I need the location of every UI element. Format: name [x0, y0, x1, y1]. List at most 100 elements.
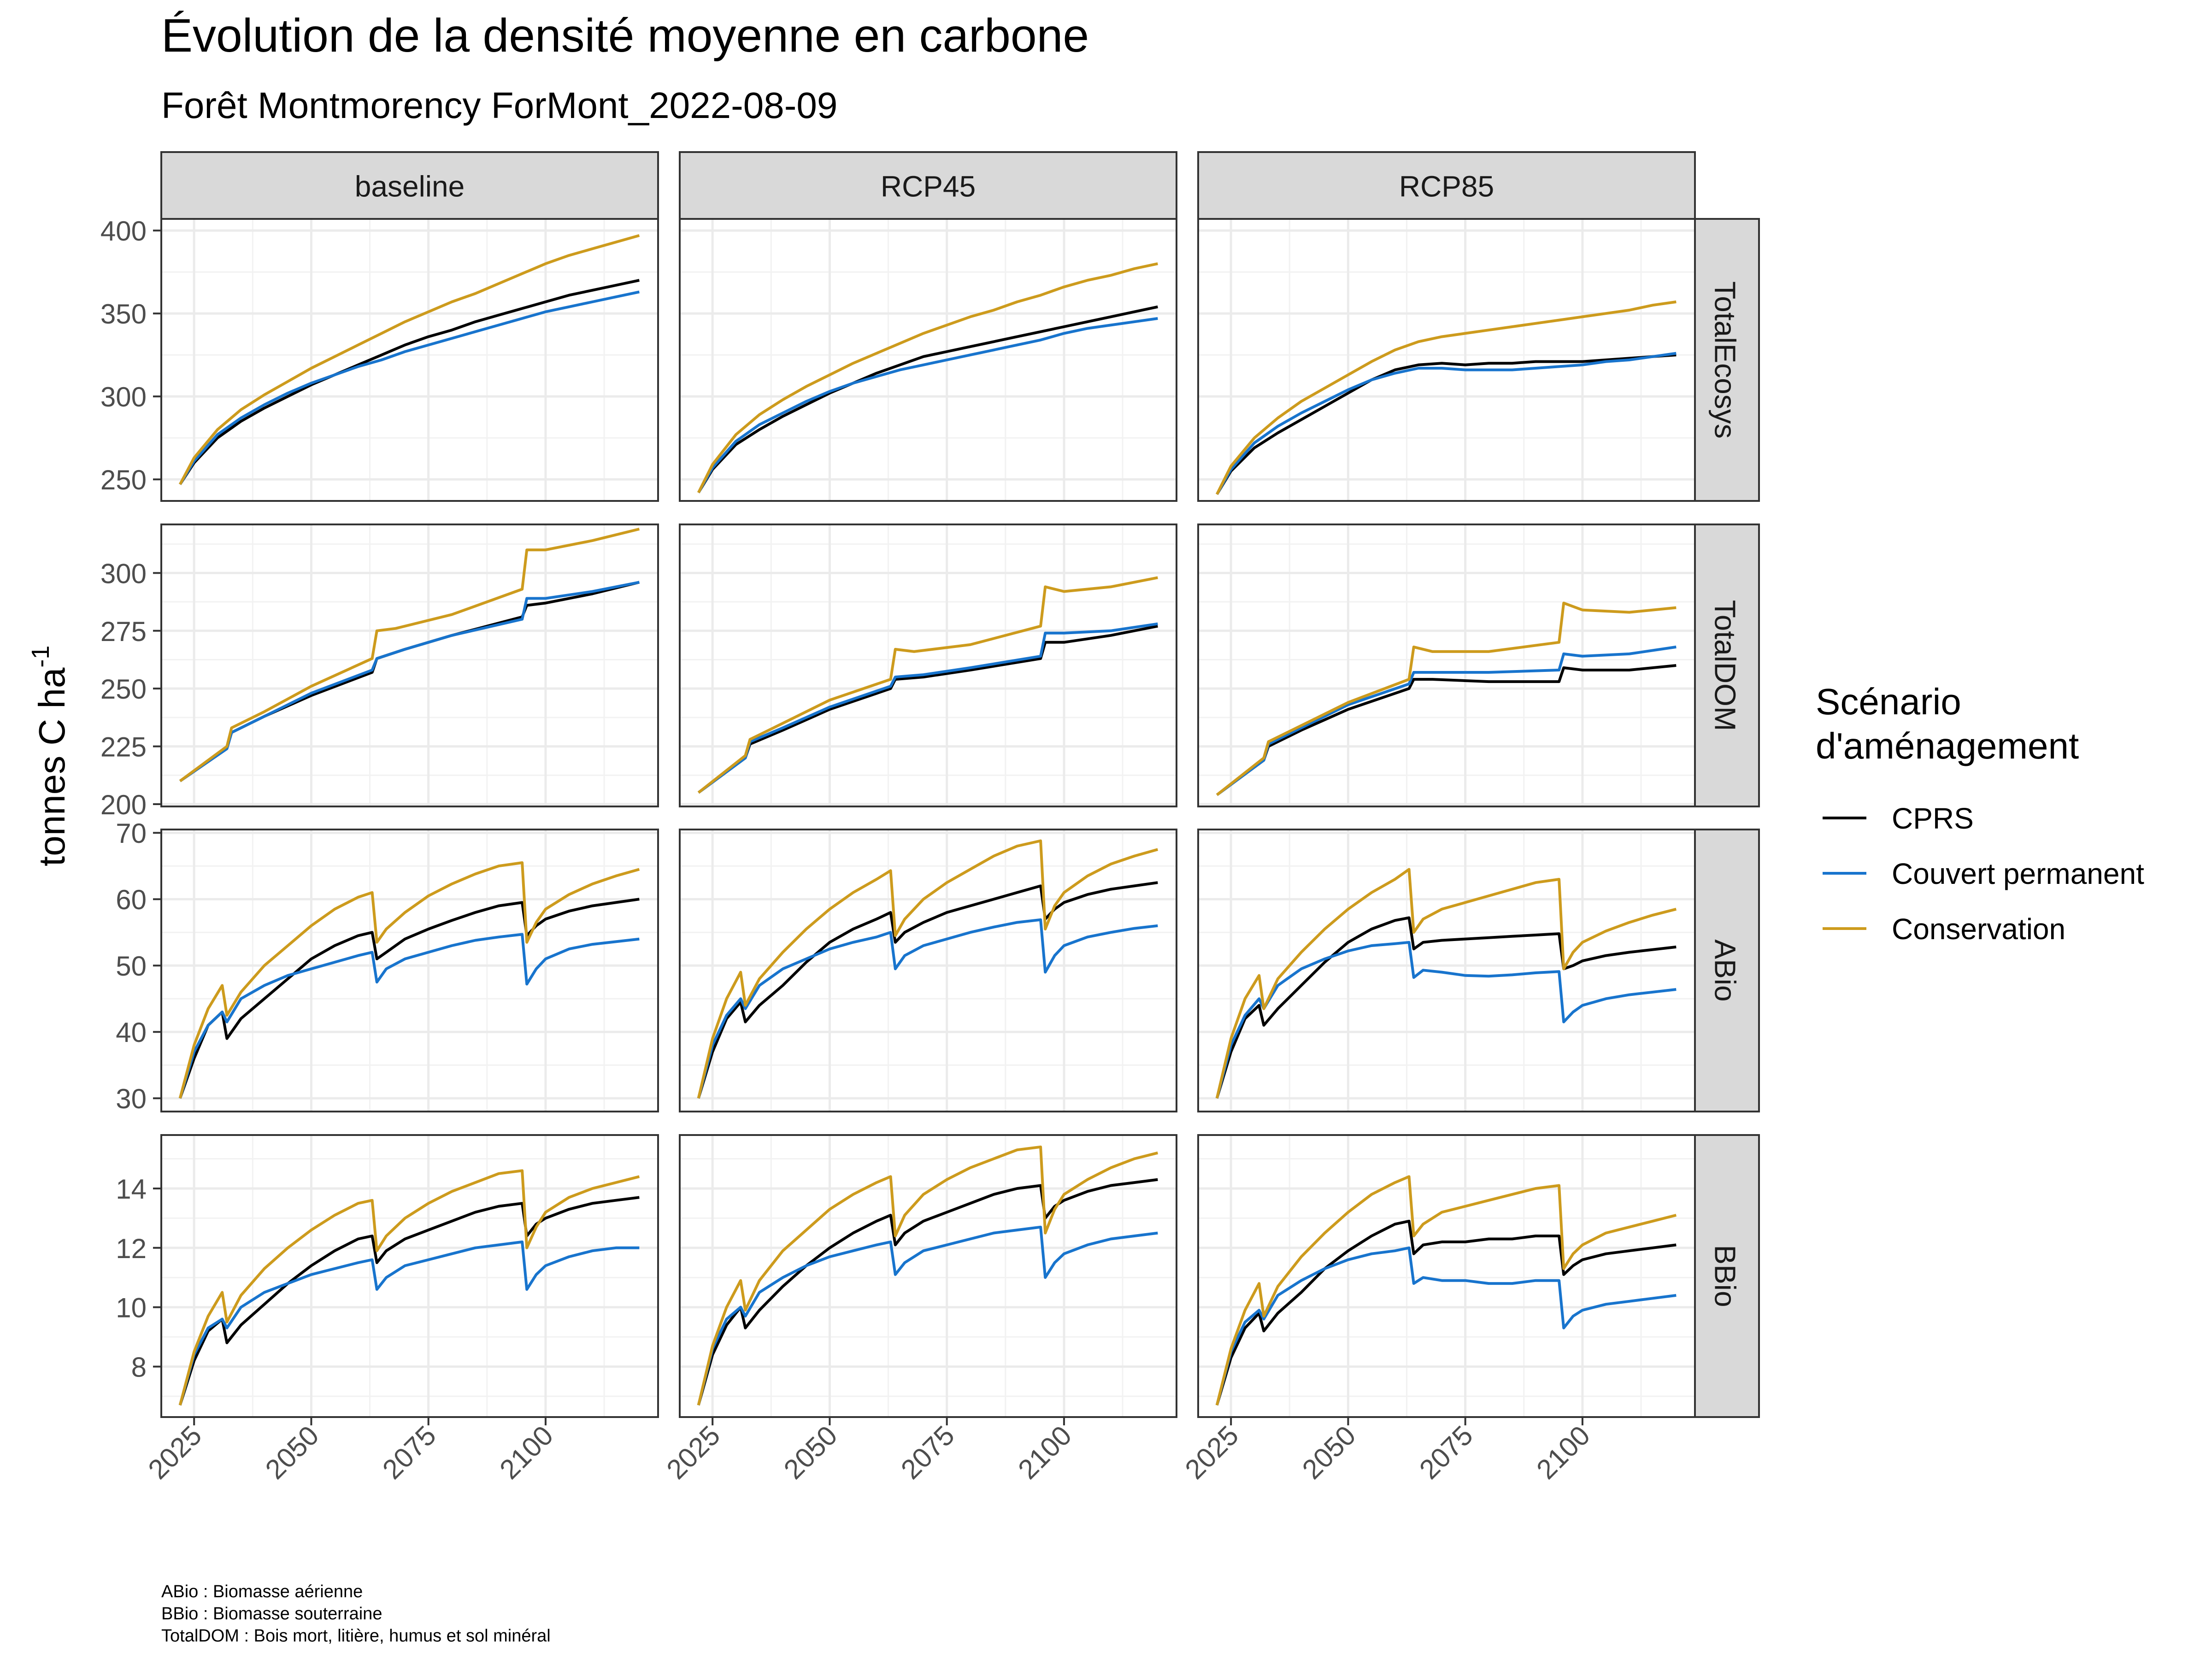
panel-border — [1197, 829, 1696, 1112]
panel-border — [160, 1134, 659, 1418]
facet-strip-totalecosys: TotalEcosys — [1691, 218, 1760, 502]
series-line-conservation — [1216, 300, 1677, 495]
panel-rcp85-totaldom — [1197, 524, 1696, 807]
facet-panels: baseline RCP45 RCP85 TotalEcosys 250 300 350 40… — [100, 151, 1760, 1485]
series-line-conservation — [1215, 868, 1677, 1099]
facet-strip-bbio: BBio — [1691, 1134, 1760, 1418]
panel-rcp45-abio — [679, 829, 1177, 1112]
caption-line: TotalDOM : Bois mort, litière, humus et … — [161, 1626, 551, 1646]
panel-rcp45-totaldom — [679, 524, 1177, 807]
series-line-conservation — [1216, 601, 1677, 796]
series-line-conservation — [178, 1169, 640, 1406]
series-line-cprs — [697, 305, 1158, 494]
y-tick-label: 250 — [100, 674, 147, 705]
facet-strip-label: baseline — [355, 170, 465, 203]
legend-title: Scénario — [1816, 681, 1961, 722]
series-line-cprs — [178, 1196, 640, 1406]
y-tick-label: 8 — [131, 1352, 147, 1382]
legend-item-conservation: Conservation — [1823, 912, 2065, 946]
panel-rcp45-totalecosys — [679, 218, 1177, 502]
legend-item-cprs: CPRS — [1823, 802, 1974, 835]
series-line-conservation — [179, 234, 640, 485]
series-line-cprs — [697, 1178, 1158, 1406]
panel-border — [1197, 524, 1696, 807]
panel-border — [160, 524, 659, 807]
panel-baseline-bbio — [160, 1134, 659, 1418]
legend-label: CPRS — [1892, 802, 1974, 835]
y-tick-label: 12 — [116, 1233, 147, 1264]
panel-border — [679, 524, 1177, 807]
series-line-conservation — [697, 1145, 1159, 1406]
chart-subtitle: Forêt Montmorency ForMont_2022-08-09 — [161, 85, 837, 126]
y-axis-bbio: 8 10 12 14 — [116, 1174, 161, 1382]
series-line-cprs — [1215, 916, 1677, 1099]
facet-strip-label: TotalDOM — [1709, 600, 1742, 731]
y-axis-totalecosys: 250 300 350 400 — [100, 216, 161, 495]
panel-border — [1197, 1134, 1696, 1418]
series-line-couvert-permanent — [1215, 1246, 1677, 1406]
facet-strip-label: BBio — [1709, 1245, 1742, 1307]
y-tick-label: 400 — [100, 216, 147, 247]
panel-baseline-abio — [160, 829, 659, 1112]
y-tick-label: 225 — [100, 732, 147, 763]
y-axis-label-main: tonnes C ha — [31, 667, 72, 866]
series-line-conservation — [697, 839, 1159, 1099]
y-tick-label: 250 — [100, 465, 147, 495]
caption: ABio : Biomasse aérienne BBio : Biomasse … — [161, 1582, 551, 1646]
series-line-couvert-permanent — [697, 622, 1158, 794]
series-line-cprs — [1216, 664, 1677, 796]
series-line-couvert-permanent — [1216, 352, 1677, 495]
facet-strip-rcp85: RCP85 — [1197, 151, 1696, 220]
legend-title: d'aménagement — [1816, 725, 2079, 766]
series-line-couvert-permanent — [1216, 645, 1677, 796]
legend-label: Conservation — [1892, 912, 2065, 946]
series-line-couvert-permanent — [178, 933, 640, 1099]
y-axis-totaldom: 200 225 250 275 300 — [100, 558, 161, 820]
y-tick-label: 14 — [116, 1174, 147, 1205]
y-tick-label: 200 — [100, 789, 147, 820]
panel-baseline-totaldom — [160, 524, 659, 807]
panel-border — [679, 218, 1177, 502]
series-line-couvert-permanent — [179, 290, 640, 485]
series-line-conservation — [697, 262, 1158, 494]
series-line-cprs — [1216, 353, 1677, 495]
chart-title: Évolution de la densité moyenne en carbo… — [161, 9, 1089, 62]
series-line-couvert-permanent — [179, 581, 640, 782]
series-line-couvert-permanent — [697, 317, 1158, 494]
facet-strip-label: RCP45 — [881, 170, 976, 203]
svg-text:tonnes C ha-1: tonnes C ha-1 — [27, 646, 72, 866]
y-tick-label: 60 — [116, 884, 147, 915]
y-tick-label: 70 — [116, 818, 147, 849]
y-tick-label: 40 — [116, 1017, 147, 1048]
series-line-conservation — [1215, 1175, 1677, 1406]
series-line-cprs — [697, 624, 1158, 794]
series-line-conservation — [179, 528, 640, 782]
facet-strip-baseline: baseline — [160, 151, 659, 220]
y-tick-label: 10 — [116, 1293, 147, 1324]
panel-rcp85-bbio — [1197, 1134, 1696, 1418]
series-line-cprs — [178, 898, 640, 1099]
series-line-conservation — [697, 576, 1158, 794]
series-line-cprs — [697, 881, 1158, 1099]
series-line-cprs — [1215, 1219, 1677, 1406]
series-line-couvert-permanent — [697, 1225, 1158, 1406]
y-tick-label: 300 — [100, 558, 147, 589]
caption-line: BBio : Biomasse souterraine — [161, 1604, 382, 1624]
facet-strip-label: RCP85 — [1399, 170, 1494, 203]
legend-label: Couvert permanent — [1892, 857, 2144, 890]
facet-strip-label: TotalEcosys — [1709, 281, 1742, 438]
series-line-cprs — [179, 279, 640, 485]
y-tick-label: 50 — [116, 951, 147, 982]
panel-border — [160, 829, 659, 1112]
y-tick-label: 275 — [100, 616, 147, 647]
panel-border — [679, 1134, 1177, 1418]
caption-line: ABio : Biomasse aérienne — [161, 1582, 363, 1601]
facet-strip-totaldom: TotalDOM — [1691, 524, 1760, 807]
panel-border — [679, 829, 1177, 1112]
panel-rcp85-abio — [1197, 829, 1696, 1112]
facet-strip-abio: ABio — [1691, 829, 1760, 1112]
facet-strip-rcp45: RCP45 — [679, 151, 1177, 220]
y-axis-abio: 30 40 50 60 70 — [116, 818, 161, 1114]
y-tick-label: 300 — [100, 382, 147, 412]
